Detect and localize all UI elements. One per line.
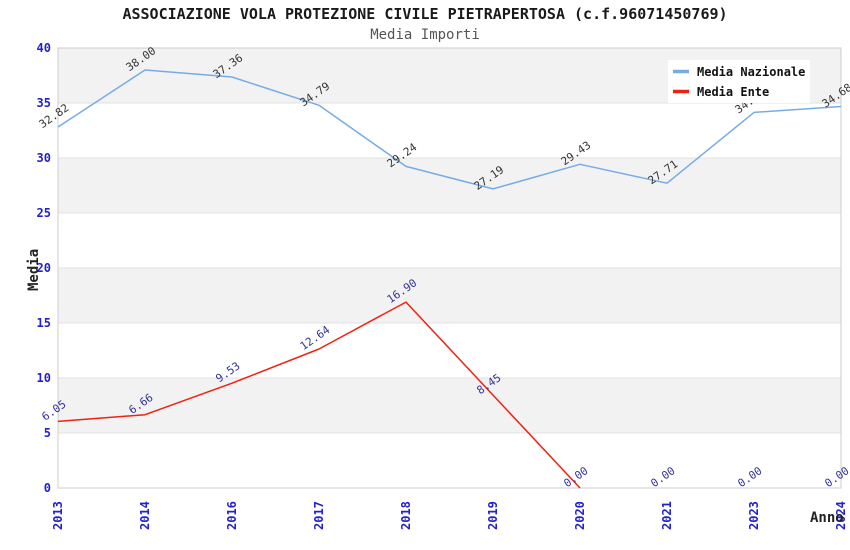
chart-subtitle: Media Importi: [370, 27, 480, 43]
y-tick-label: 15: [37, 316, 51, 330]
x-tick-label: 2016: [225, 501, 239, 530]
plot-border: [57, 47, 842, 489]
data-label: 12.64: [298, 323, 333, 353]
x-tick-label: 2018: [399, 501, 413, 530]
data-label: 0.00: [822, 464, 850, 490]
x-tick-label: 2019: [486, 501, 500, 530]
x-tick-label: 2021: [660, 501, 674, 530]
series-line-media-ente: [57, 301, 581, 489]
x-tick-label: 2020: [573, 501, 587, 530]
plot-band: [58, 158, 841, 213]
plot-band: [58, 378, 841, 433]
y-tick-label: 20: [37, 261, 51, 275]
y-tick-label: 40: [37, 41, 51, 55]
legend-label: Media Ente: [697, 85, 769, 99]
y-tick-label: 10: [37, 371, 51, 385]
x-tick-label: 2013: [51, 501, 65, 530]
y-axis-title: Media: [26, 249, 42, 291]
y-tick-label: 25: [37, 206, 51, 220]
legend-box: [668, 60, 810, 103]
legend-label: Media Nazionale: [697, 65, 805, 79]
series-line-media-nazionale: [57, 69, 842, 190]
y-tick-label: 5: [44, 426, 51, 440]
y-tick-label: 0: [44, 481, 51, 495]
plot-band: [58, 268, 841, 323]
x-tick-label: 2024: [834, 501, 848, 530]
x-tick-label: 2023: [747, 501, 761, 530]
y-tick-label: 35: [37, 96, 51, 110]
x-axis-title: Anno: [810, 510, 844, 526]
chart-title: ASSOCIAZIONE VOLA PROTEZIONE CIVILE PIET…: [122, 5, 728, 23]
data-label: 0.00: [735, 464, 764, 490]
data-label: 0.00: [648, 464, 677, 490]
data-label: 0.00: [561, 464, 590, 490]
x-tick-label: 2014: [138, 501, 152, 530]
y-tick-label: 30: [37, 151, 51, 165]
x-tick-label: 2017: [312, 501, 326, 530]
